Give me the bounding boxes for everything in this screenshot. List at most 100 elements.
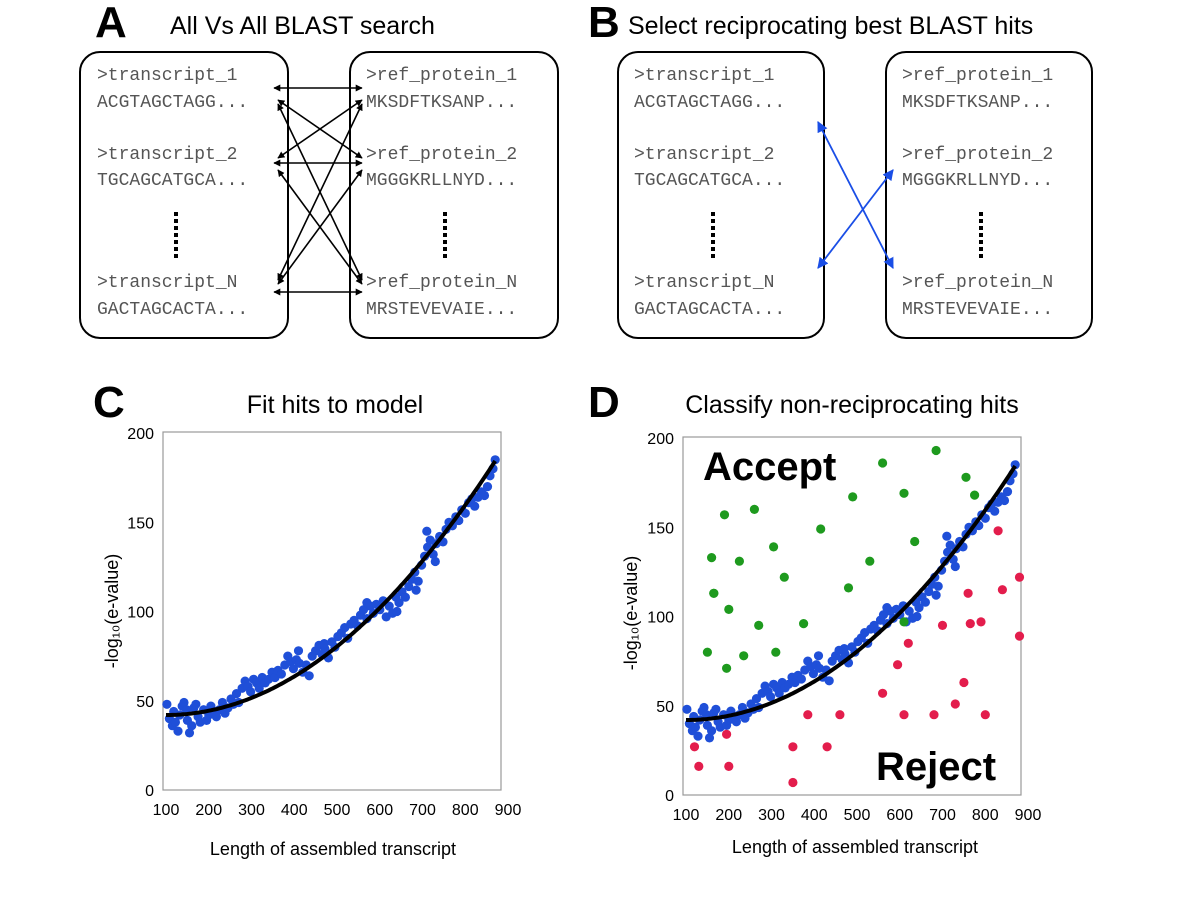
reject-point — [950, 699, 960, 709]
reject-point — [993, 526, 1003, 536]
arrow-tn-p2 — [277, 169, 363, 285]
accept-point — [707, 553, 717, 563]
panel-a-protein-n-header: >ref_protein_N — [366, 273, 517, 293]
reject-point — [694, 761, 704, 772]
y-tick-label: 0 — [665, 788, 674, 805]
panel-b-protein-2-header: >ref_protein_2 — [902, 145, 1053, 165]
x-tick-label: 100 — [673, 807, 700, 824]
reject-point — [689, 742, 700, 752]
panel-b-transcript-2-seq: TGCAGCATGCA... — [634, 171, 785, 191]
hits-point — [904, 606, 914, 616]
x-tick-label: 700 — [409, 802, 436, 819]
y-tick-label: 150 — [647, 520, 674, 537]
hits-point — [914, 603, 924, 613]
hits-point — [999, 495, 1010, 506]
hits-point — [731, 717, 742, 727]
hits-point — [319, 639, 329, 649]
x-tick-label: 100 — [153, 802, 180, 819]
x-tick-label: 700 — [929, 807, 956, 824]
hits-point — [358, 605, 369, 615]
accept-point — [771, 647, 781, 657]
panel-b-letter: B — [588, 0, 620, 47]
accept-point — [779, 572, 789, 582]
hits-point — [1002, 487, 1013, 497]
hits-point — [931, 590, 941, 600]
accept-point — [931, 445, 941, 456]
hits-point — [766, 692, 776, 702]
hits-point — [430, 556, 440, 567]
panel-a-transcript-2-seq: TGCAGCATGCA... — [97, 171, 248, 191]
hits-point — [470, 501, 480, 511]
y-tick-label: 50 — [136, 694, 154, 711]
reject-point — [997, 585, 1008, 595]
hits-point — [933, 581, 943, 591]
hits-point — [912, 611, 922, 622]
accept-point — [910, 536, 920, 547]
reject-point — [878, 688, 888, 698]
reject-point — [937, 620, 948, 631]
hits-point — [288, 664, 298, 674]
hits-point — [304, 671, 314, 681]
hits-point — [211, 712, 221, 722]
reject-point — [965, 619, 975, 629]
accept-point — [848, 492, 858, 502]
hits-point — [774, 688, 784, 698]
hits-point — [482, 482, 493, 492]
panel-b-protein-n-seq: MRSTEVEVAIE... — [902, 300, 1053, 320]
y-tick-label: 0 — [145, 783, 154, 800]
accept-point — [899, 488, 909, 498]
panel-b: B Select reciprocating best BLAST hits >… — [588, 0, 1093, 339]
x-tick-label: 800 — [972, 807, 999, 824]
panel-b-transcript-n-header: >transcript_N — [634, 273, 774, 293]
chart-d-title: Classify non-reciprocating hits — [685, 391, 1018, 419]
hits-point — [808, 669, 819, 679]
accept-point — [754, 620, 764, 631]
hits-point — [950, 561, 960, 572]
x-tick-label: 500 — [844, 807, 871, 824]
hits-point — [990, 506, 1000, 516]
accept-point — [709, 588, 719, 598]
chart-d-y-label: -log₁₀(e-value) — [621, 556, 641, 671]
panel-a-protein-2-header: >ref_protein_2 — [366, 145, 517, 165]
reject-point — [893, 660, 903, 670]
x-tick-label: 900 — [1015, 807, 1042, 824]
hits-point — [254, 683, 264, 693]
x-tick-label: 600 — [366, 802, 393, 819]
panel-b-transcript-n-seq: GACTAGCACTA... — [634, 300, 785, 320]
y-tick-label: 150 — [127, 515, 154, 532]
hits-point — [924, 586, 934, 597]
reject-point — [788, 742, 798, 752]
reject-point — [929, 710, 939, 720]
hits-point — [170, 717, 180, 727]
panel-b-protein-1-header: >ref_protein_1 — [902, 66, 1053, 86]
hits-point — [690, 722, 701, 732]
hits-point — [400, 592, 410, 602]
panel-a-transcript-n-header: >transcript_N — [97, 273, 237, 293]
reject-label: Reject — [876, 745, 996, 789]
x-tick-label: 600 — [886, 807, 913, 824]
panel-a-transcript-2-header: >transcript_2 — [97, 145, 237, 165]
hits-point — [394, 598, 404, 608]
chart-d-plot-area — [682, 436, 1022, 796]
accept-point — [769, 542, 779, 552]
hits-point — [187, 721, 197, 731]
y-tick-label: 200 — [127, 426, 154, 443]
accept-point — [899, 617, 909, 627]
x-tick-label: 800 — [452, 802, 479, 819]
chart-d-x-ticks: 100 200 300 400 500 600 700 800 900 — [673, 807, 1042, 824]
reject-point — [788, 777, 798, 788]
reject-point — [724, 761, 734, 772]
reject-point — [1014, 572, 1025, 582]
panel-a-title: All Vs All BLAST search — [170, 12, 435, 40]
panel-d: D Classify non-reciprocating hits 0 50 100… — [588, 378, 1041, 857]
x-tick-label: 400 — [281, 802, 308, 819]
hits-point — [246, 687, 256, 697]
panel-b-transcript-1-seq: ACGTAGCTAGG... — [634, 93, 785, 113]
panel-b-protein-n-header: >ref_protein_N — [902, 273, 1053, 293]
chart-c-plot-area — [162, 431, 502, 791]
panel-b-reciprocal-arrows — [817, 121, 894, 269]
panel-b-title: Select reciprocating best BLAST hits — [628, 12, 1033, 40]
panel-a-transcript-1-seq: ACGTAGCTAGG... — [97, 93, 248, 113]
accept-point — [799, 619, 809, 629]
